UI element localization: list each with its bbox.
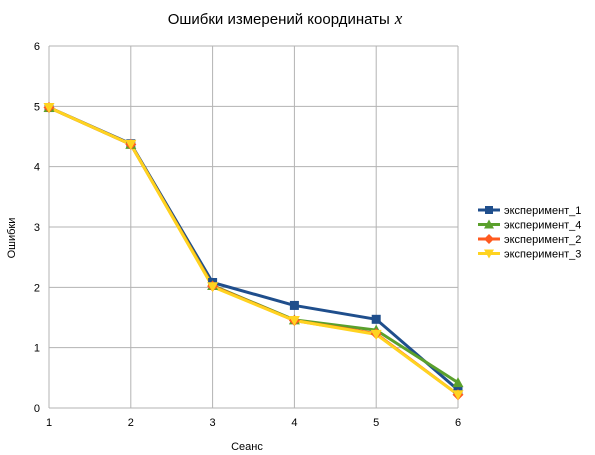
series-markers <box>43 102 464 401</box>
data-point <box>288 316 300 327</box>
y-tick-label: 0 <box>34 403 40 415</box>
x-tick-label: 5 <box>373 417 379 429</box>
y-tick-label: 2 <box>34 282 40 294</box>
x-axis-label: Сеанс <box>231 441 263 453</box>
series-line <box>47 106 460 397</box>
series-lines <box>47 106 460 397</box>
x-tick-label: 1 <box>46 417 52 429</box>
legend-swatch-marker <box>485 206 493 214</box>
legend-swatch-marker <box>484 219 494 229</box>
legend-label: эксперимент_2 <box>504 234 581 246</box>
data-point <box>289 300 299 310</box>
data-point <box>207 282 219 293</box>
chart-title-variable: x <box>394 9 403 28</box>
y-tick-label: 6 <box>34 41 40 53</box>
chart-title-text: Ошибки измерений координаты <box>168 11 390 28</box>
legend-label: эксперимент_1 <box>504 205 581 217</box>
legend-label: эксперимент_4 <box>504 220 581 232</box>
y-tick-label: 3 <box>34 222 40 234</box>
y-axis-label: Ошибки <box>6 218 18 259</box>
legend-label: эксперимент_3 <box>504 249 581 261</box>
data-point <box>43 103 55 114</box>
y-tick-label: 5 <box>34 101 40 113</box>
series-line <box>47 106 460 385</box>
x-tick-label: 3 <box>210 417 216 429</box>
legend-swatch-marker <box>484 234 494 244</box>
series-line <box>47 106 460 397</box>
legend-swatch-marker <box>484 249 494 259</box>
y-tick-label: 1 <box>34 343 40 355</box>
data-point <box>125 139 137 150</box>
data-point <box>452 377 464 388</box>
data-point <box>371 314 381 324</box>
x-tick-label: 6 <box>455 417 461 429</box>
data-point <box>370 329 382 340</box>
grid <box>48 45 459 409</box>
x-tick-label: 4 <box>291 417 297 429</box>
legend: эксперимент_1 эксперимент_4 эксперимент_2 э… <box>478 205 581 261</box>
y-tick-label: 4 <box>34 162 40 174</box>
x-tick-label: 2 <box>128 417 134 429</box>
data-point <box>452 390 464 401</box>
chart-title: Ошибки измерений координаты x <box>168 9 403 28</box>
